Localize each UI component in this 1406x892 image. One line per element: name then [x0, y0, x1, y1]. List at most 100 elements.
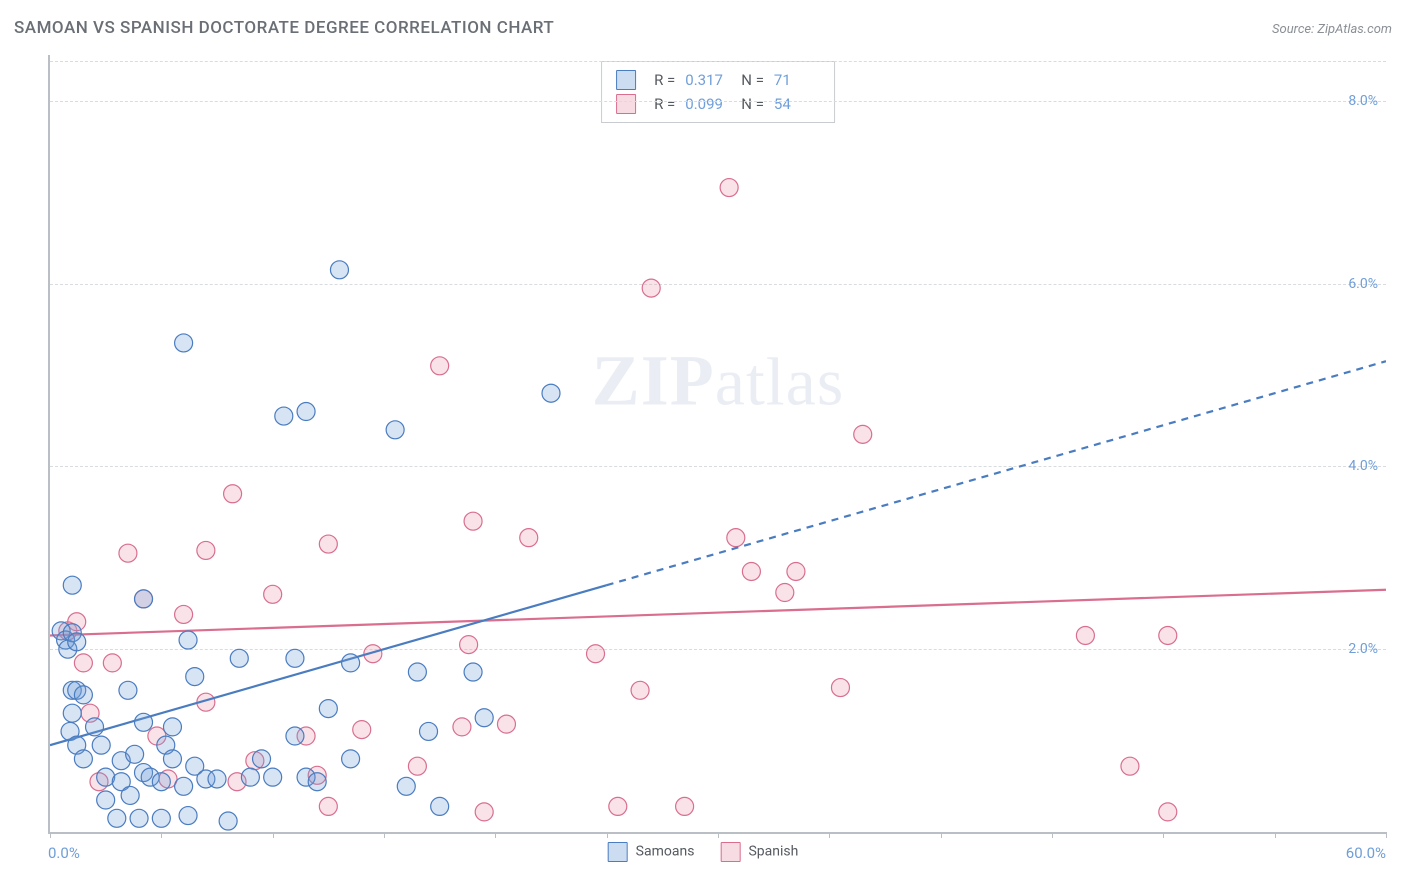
data-point — [68, 633, 86, 651]
data-point — [135, 713, 153, 731]
data-point — [97, 791, 115, 809]
data-point — [542, 384, 560, 402]
data-point — [319, 700, 337, 718]
data-point — [130, 809, 148, 827]
data-point — [854, 425, 872, 443]
data-point — [475, 709, 493, 727]
data-point — [776, 584, 794, 602]
x-tick-mark — [1163, 832, 1164, 838]
data-point — [163, 718, 181, 736]
data-point — [186, 668, 204, 686]
series-legend: Samoans Spanish — [608, 842, 799, 862]
data-point — [179, 631, 197, 649]
x-tick-mark — [495, 832, 496, 838]
data-point — [464, 663, 482, 681]
legend-item-samoans: Samoans — [608, 842, 695, 862]
data-point — [1159, 803, 1177, 821]
data-point — [431, 797, 449, 815]
x-tick-mark — [718, 832, 719, 838]
data-point — [631, 681, 649, 699]
data-point — [831, 679, 849, 697]
legend-item-spanish: Spanish — [720, 842, 798, 862]
data-point — [241, 768, 259, 786]
data-point — [342, 750, 360, 768]
data-point — [787, 562, 805, 580]
data-point — [175, 777, 193, 795]
x-tick-mark — [607, 832, 608, 838]
data-point — [197, 541, 215, 559]
data-point — [108, 809, 126, 827]
data-point — [230, 649, 248, 667]
data-point — [319, 797, 337, 815]
data-point — [121, 786, 139, 804]
chart-title: SAMOAN VS SPANISH DOCTORATE DEGREE CORRE… — [14, 18, 554, 38]
x-tick-mark — [1386, 832, 1387, 838]
data-point — [453, 718, 471, 736]
data-point — [408, 663, 426, 681]
data-point — [286, 727, 304, 745]
chart-plot-area: ZIPatlas R = 0.317 N = 71 R = 0.099 N = … — [48, 55, 1386, 834]
legend-label-spanish: Spanish — [748, 844, 798, 860]
x-tick-mark — [273, 832, 274, 838]
data-point — [497, 715, 515, 733]
data-point — [119, 544, 137, 562]
data-point — [119, 681, 137, 699]
data-point — [264, 585, 282, 603]
x-tick-mark — [1052, 832, 1053, 838]
trend-line — [50, 590, 1386, 636]
x-axis-max-label: 60.0% — [1346, 844, 1386, 862]
data-point — [308, 773, 326, 791]
data-point — [408, 757, 426, 775]
data-point — [420, 722, 438, 740]
data-point — [126, 745, 144, 763]
data-point — [386, 421, 404, 439]
data-point — [297, 403, 315, 421]
x-tick-mark — [384, 832, 385, 838]
legend-label-samoans: Samoans — [636, 844, 695, 860]
data-point — [163, 750, 181, 768]
data-point — [1121, 757, 1139, 775]
data-point — [152, 809, 170, 827]
x-tick-mark — [50, 832, 51, 838]
data-point — [219, 812, 237, 830]
data-point — [460, 636, 478, 654]
data-point — [609, 797, 627, 815]
data-point — [1076, 626, 1094, 644]
data-point — [74, 654, 92, 672]
data-point — [475, 803, 493, 821]
data-point — [152, 773, 170, 791]
data-point — [330, 261, 348, 279]
data-point — [208, 770, 226, 788]
data-point — [63, 576, 81, 594]
data-point — [642, 279, 660, 297]
data-point — [86, 718, 104, 736]
data-point — [175, 605, 193, 623]
data-point — [175, 334, 193, 352]
data-point — [397, 777, 415, 795]
chart-source: Source: ZipAtlas.com — [1272, 22, 1392, 37]
data-point — [74, 686, 92, 704]
x-tick-mark — [941, 832, 942, 838]
x-tick-mark — [1275, 832, 1276, 838]
x-tick-mark — [829, 832, 830, 838]
data-point — [179, 807, 197, 825]
data-point — [224, 485, 242, 503]
data-point — [63, 704, 81, 722]
data-point — [103, 654, 121, 672]
chart-svg — [50, 55, 1386, 832]
swatch-samoans — [608, 842, 628, 862]
data-point — [253, 750, 271, 768]
data-point — [342, 654, 360, 672]
data-point — [720, 179, 738, 197]
data-point — [431, 357, 449, 375]
x-tick-mark — [161, 832, 162, 838]
data-point — [587, 645, 605, 663]
data-point — [92, 736, 110, 754]
data-point — [275, 407, 293, 425]
data-point — [727, 529, 745, 547]
trend-line — [50, 585, 607, 745]
data-point — [74, 750, 92, 768]
data-point — [1159, 626, 1177, 644]
swatch-spanish — [720, 842, 740, 862]
data-point — [319, 535, 337, 553]
